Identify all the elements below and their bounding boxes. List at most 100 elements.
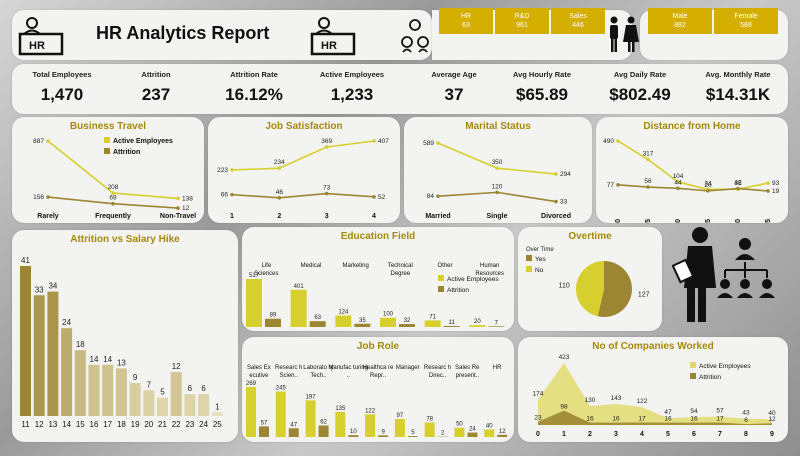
data-label: 69	[109, 195, 117, 202]
male-female-icon	[610, 16, 639, 52]
data-label: 44	[674, 179, 682, 186]
bar	[365, 414, 376, 437]
legend-label: Active Employees	[447, 276, 499, 283]
bar	[488, 326, 505, 327]
kpi-item: Avg. Monthly Rate $14.31K	[690, 64, 786, 105]
data-label: 7	[147, 380, 152, 389]
data-label: 63	[314, 315, 321, 321]
data-label: 9	[381, 429, 385, 435]
legend-swatch	[526, 266, 532, 272]
legend-label: Attrition	[699, 374, 721, 381]
series-line	[231, 192, 375, 199]
data-label: 34	[48, 282, 57, 291]
data-point	[676, 186, 680, 191]
data-label: 52	[378, 194, 386, 201]
department-box: Sales 446	[551, 8, 605, 34]
legend-title: Over Time	[526, 247, 554, 253]
kpi-label: Attrition Rate	[230, 70, 278, 79]
chart-title: Marital Status	[465, 121, 531, 132]
bar	[309, 321, 326, 327]
data-label: 32	[404, 318, 411, 324]
category-label: Manufac turing	[328, 365, 368, 371]
data-label: 12	[768, 416, 776, 423]
data-point	[736, 186, 740, 191]
kpi-label: Average Age	[431, 70, 477, 79]
companies-worked-card: No of Companies Worked 174 423 130 143 122 47…	[518, 337, 788, 442]
area-series	[538, 363, 772, 425]
data-label: 1	[215, 402, 220, 411]
tick-label: 19	[131, 420, 140, 429]
kpi-value: 237	[141, 85, 171, 104]
data-label: 2	[441, 431, 445, 437]
bar	[198, 394, 210, 416]
data-point	[616, 183, 620, 187]
data-point	[554, 172, 558, 176]
data-label: 77	[607, 182, 615, 189]
gender-name: Male	[672, 13, 688, 20]
kpi-value: 1,470	[40, 85, 84, 104]
area-series	[538, 410, 772, 425]
tick-label: 25	[765, 219, 772, 223]
data-label: 197	[306, 394, 317, 400]
data-label: 14	[103, 355, 112, 364]
data-point	[46, 139, 50, 143]
data-label: 16	[586, 416, 594, 423]
data-label: 369	[321, 138, 332, 145]
chart-title: No of Companies Worked	[592, 341, 714, 352]
legend-swatch	[438, 275, 444, 281]
category-label: Researc h	[275, 365, 302, 371]
category-label: Scien..	[279, 373, 298, 379]
department-count: 446	[572, 22, 584, 29]
data-point	[766, 181, 770, 185]
bar	[143, 390, 155, 416]
kpi-value: $14.31K	[705, 85, 771, 104]
category-label: ..	[347, 373, 351, 379]
bar	[318, 425, 329, 437]
kpi-item: Avg Daily Rate $802.49	[592, 64, 688, 105]
legend-swatch	[690, 362, 696, 368]
bar	[47, 291, 59, 416]
data-label: 17	[638, 416, 646, 423]
data-point	[324, 191, 329, 196]
tick-label: 17	[103, 420, 112, 429]
data-label: 401	[294, 284, 305, 290]
data-label: 490	[603, 138, 614, 145]
data-label: 66	[221, 192, 229, 199]
data-point	[230, 192, 234, 197]
kpi-value: 1,233	[330, 85, 374, 104]
data-label: 423	[559, 354, 570, 361]
bar	[259, 426, 269, 437]
category-label: Degree	[390, 271, 410, 277]
kpi-item: Average Age 37	[406, 64, 502, 105]
data-label: 12	[499, 429, 506, 435]
tick-label: 24	[199, 420, 208, 429]
chart-title: Job Satisfaction	[265, 121, 343, 132]
data-label: 14	[90, 355, 99, 364]
department-name: HR	[460, 13, 472, 20]
data-point	[111, 201, 115, 206]
data-label: 18	[76, 340, 85, 349]
data-point	[372, 139, 376, 143]
tick-label: 22	[172, 420, 181, 429]
data-label: 7	[495, 320, 499, 326]
kpi-item: Total Employees 1,470	[14, 64, 110, 105]
tick-label: 21	[158, 420, 167, 429]
distance-from-home-card: Distance from Home 490 317 104 34 36 93 77 56 44…	[596, 117, 788, 223]
data-label: 97	[397, 413, 404, 419]
legend-label: Yes	[535, 256, 546, 263]
series-line	[617, 140, 769, 191]
tick-label: Single	[486, 213, 507, 220]
data-label: 40	[486, 424, 493, 430]
kpi-label: Attrition	[141, 70, 171, 79]
tick-label: 20	[144, 420, 153, 429]
data-point	[176, 206, 180, 210]
gender-box: Female 588	[714, 8, 778, 34]
category-label: Technical	[388, 263, 413, 269]
data-label: 34	[704, 180, 712, 187]
svg-text:HR: HR	[29, 40, 45, 52]
tick-label: Married	[425, 213, 450, 220]
gender-count: 588	[740, 22, 752, 29]
bar	[115, 368, 127, 416]
chart-title: Distance from Home	[643, 121, 741, 132]
kpi-value: 16.12%	[225, 85, 283, 104]
